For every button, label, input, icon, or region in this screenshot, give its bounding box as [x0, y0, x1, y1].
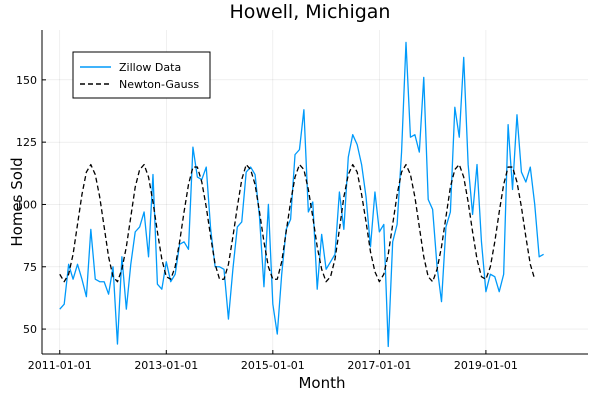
x-tick-label: 2011-01-01 — [28, 359, 92, 372]
y-tick-label: 150 — [16, 74, 37, 87]
x-axis-label: Month — [298, 374, 345, 392]
y-tick-label: 125 — [16, 136, 37, 149]
legend-box — [72, 51, 211, 99]
y-tick-label: 50 — [23, 323, 37, 336]
series-line-zillow-data — [59, 41, 544, 348]
x-tick-label: 2015-01-01 — [241, 359, 305, 372]
y-axis-label: Homes Sold — [8, 157, 26, 246]
legend-label-newton-gauss: Newton-Gauss — [119, 78, 199, 91]
axes — [41, 30, 588, 355]
series-group — [59, 41, 544, 348]
x-tick-label: 2017-01-01 — [347, 359, 411, 372]
chart-title: Howell, Michigan — [230, 1, 391, 23]
x-tick-label: 2019-01-01 — [454, 359, 518, 372]
tick-labels: 2011-01-01 2013-01-01 2015-01-01 2017-01-01… — [16, 74, 518, 372]
x-tick-label: 2013-01-01 — [134, 359, 198, 372]
y-tick-label: 75 — [23, 261, 37, 274]
legend: Zillow Data Newton-Gauss — [72, 51, 211, 99]
legend-label-zillow-data: Zillow Data — [119, 61, 181, 74]
y-tick-label: 100 — [16, 198, 37, 211]
series-line-newton-gauss — [59, 163, 536, 283]
